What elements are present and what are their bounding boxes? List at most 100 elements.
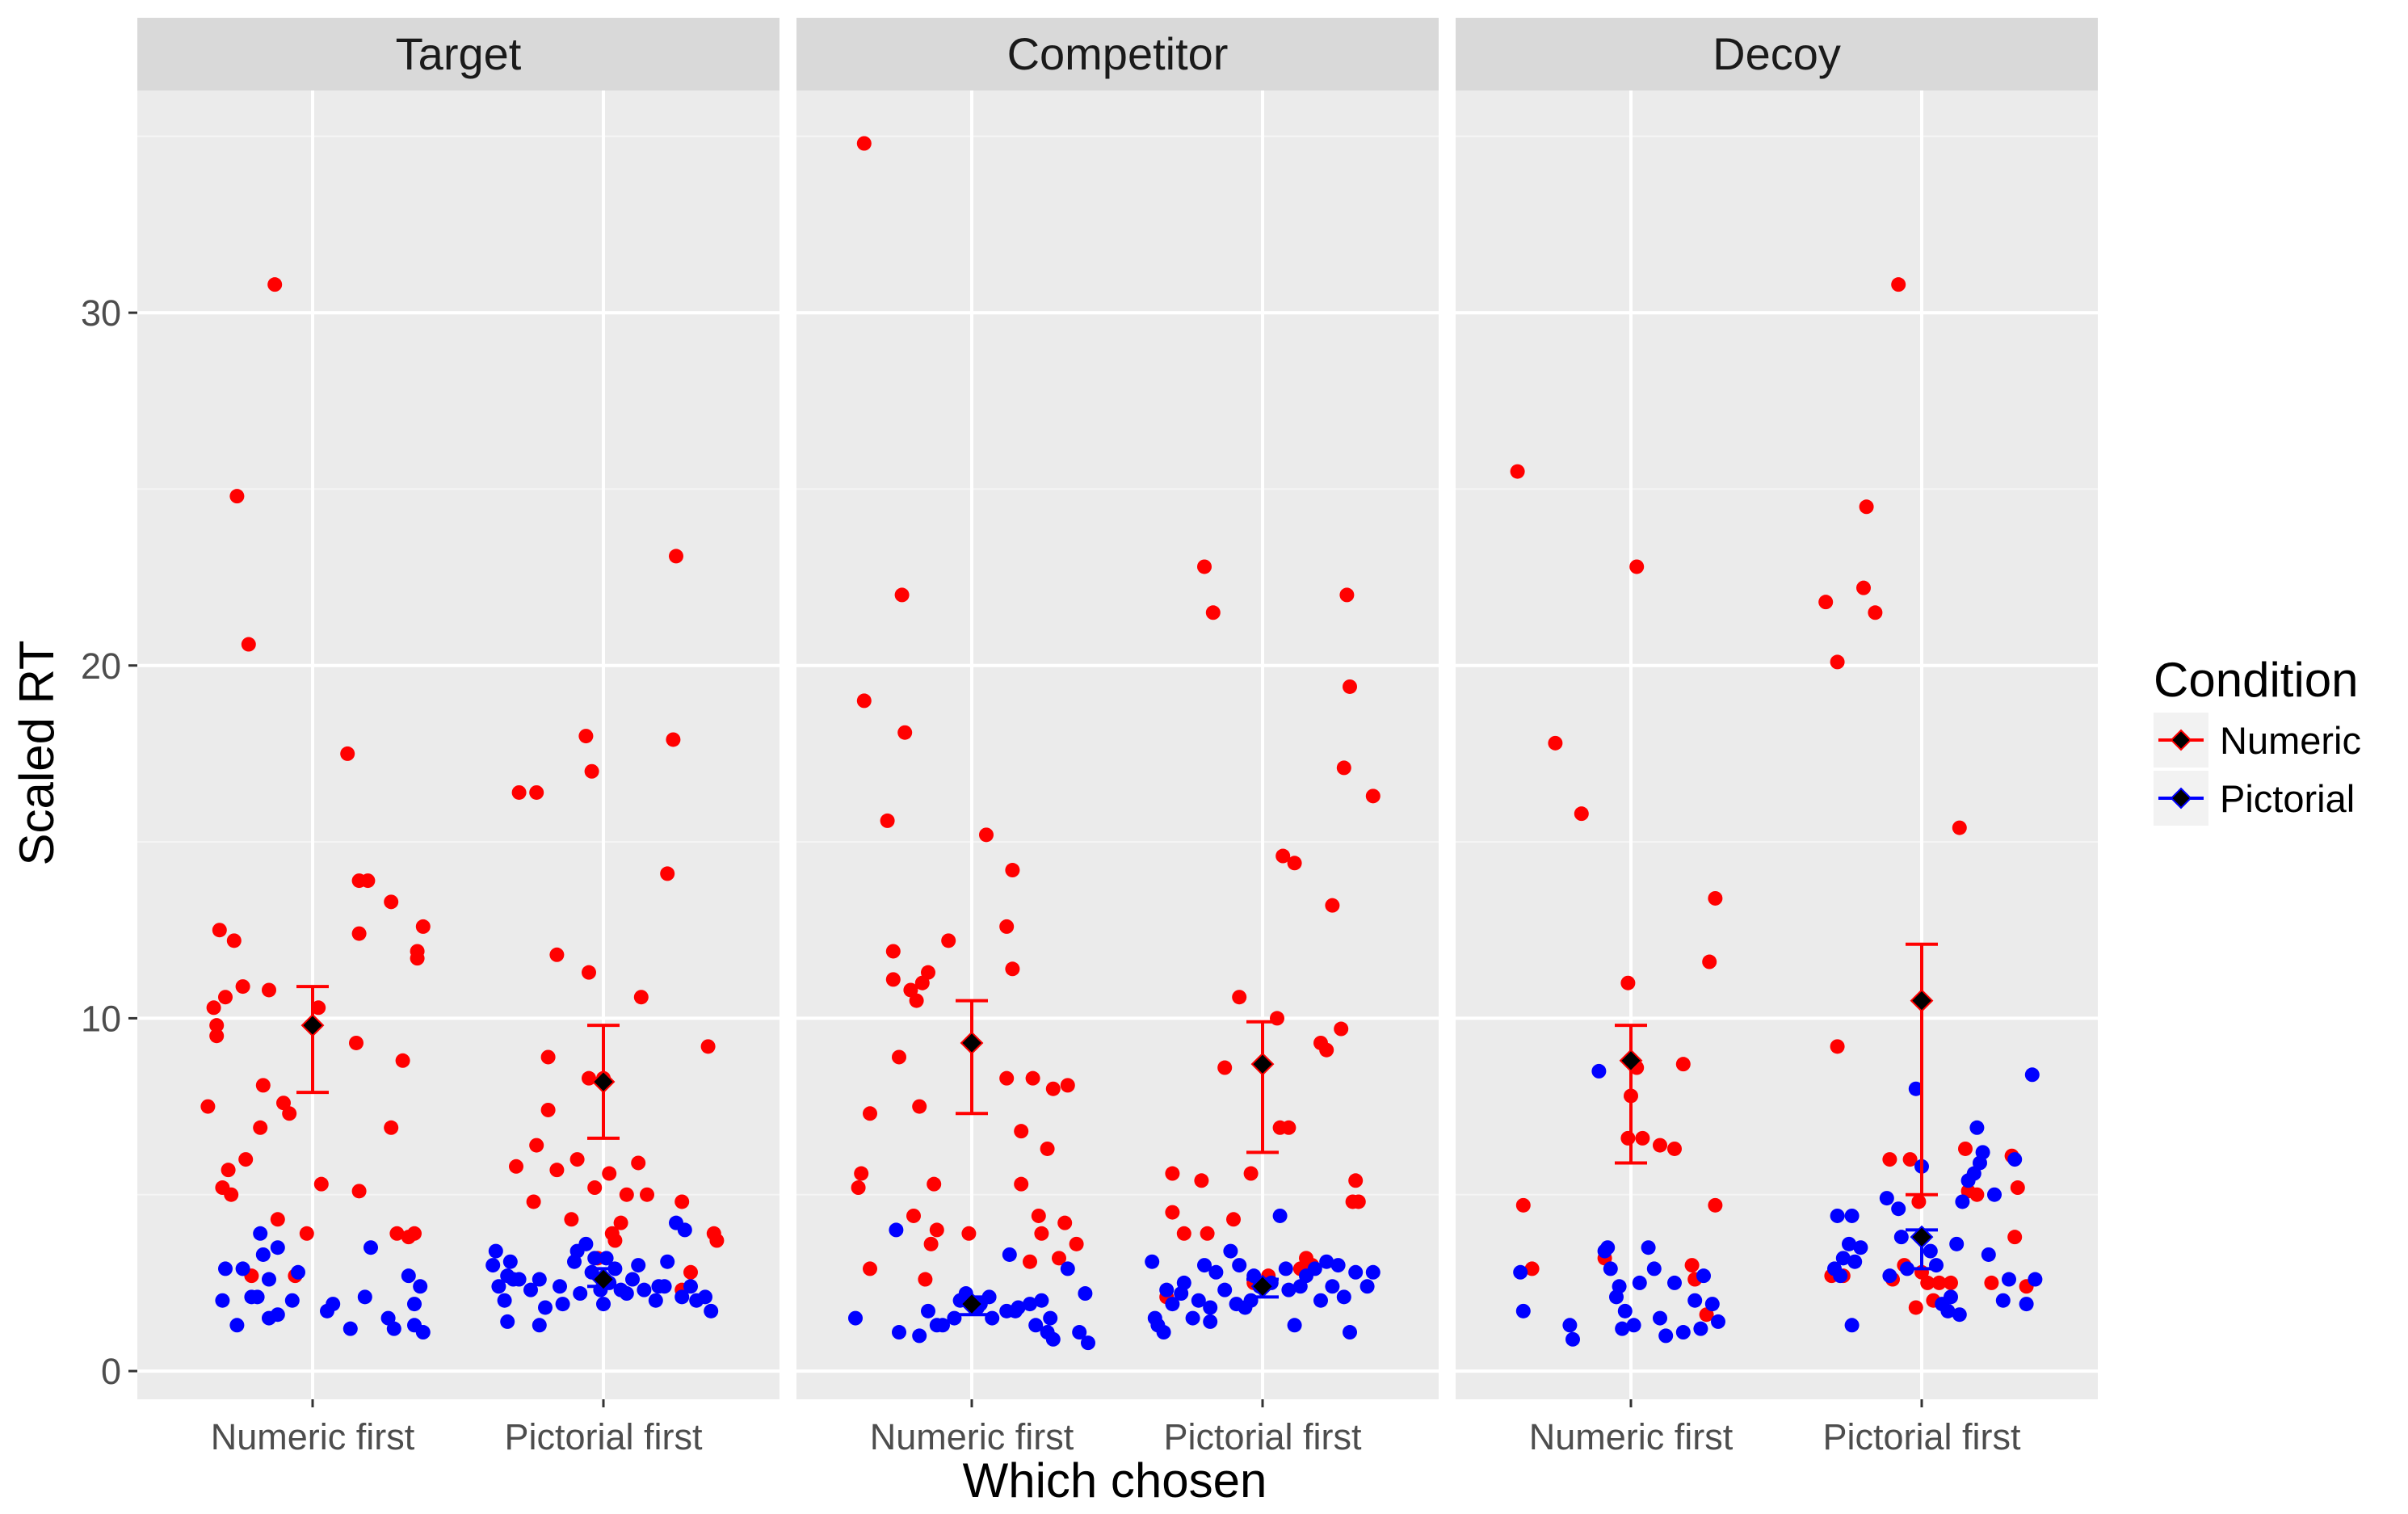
data-point-pictorial (270, 1240, 285, 1255)
data-point-pictorial (415, 1325, 431, 1340)
data-point-pictorial (683, 1279, 698, 1294)
data-point-pictorial (1203, 1300, 1218, 1315)
data-point-numeric (906, 1208, 921, 1223)
data-point-pictorial (1626, 1318, 1641, 1333)
data-point-numeric (1005, 863, 1020, 878)
data-point-numeric (2007, 1230, 2023, 1245)
data-point-pictorial (1658, 1328, 1674, 1344)
data-point-numeric (700, 1039, 716, 1054)
data-point-pictorial (1940, 1303, 1956, 1318)
x-tick-label: Numeric first (1529, 1416, 1734, 1457)
data-point-pictorial (1281, 1282, 1296, 1297)
data-point-numeric (892, 1049, 906, 1065)
data-point-numeric (1325, 898, 1340, 913)
group-pictorial-first (485, 549, 725, 1333)
data-point-pictorial (1325, 1279, 1340, 1294)
data-point-pictorial (553, 1279, 567, 1294)
data-point-numeric (226, 933, 242, 948)
data-point-numeric (384, 1120, 399, 1135)
data-point-numeric (221, 1163, 236, 1178)
data-point-pictorial (1002, 1247, 1017, 1262)
data-point-numeric (235, 979, 250, 995)
data-point-numeric (1165, 1166, 1180, 1181)
data-point-numeric (851, 1180, 866, 1196)
data-point-pictorial (677, 1222, 692, 1238)
data-point-numeric (674, 1194, 690, 1209)
data-point-pictorial (1203, 1314, 1218, 1329)
data-point-pictorial (1853, 1240, 1868, 1255)
data-point-numeric (549, 1163, 565, 1178)
data-point-pictorial (1847, 1254, 1863, 1269)
data-point-numeric (918, 1272, 933, 1287)
data-point-numeric (509, 1159, 523, 1174)
facet-strip-label: Competitor (1007, 28, 1229, 79)
data-point-numeric (2010, 1180, 2025, 1196)
data-point-pictorial (596, 1297, 611, 1312)
data-point-pictorial (1600, 1240, 1616, 1255)
data-point-numeric (241, 637, 256, 652)
data-point-numeric (349, 1035, 364, 1050)
data-point-numeric (666, 732, 681, 747)
data-point-numeric (511, 784, 527, 800)
data-point-pictorial (1043, 1310, 1058, 1326)
data-point-numeric (1515, 1197, 1531, 1213)
data-point-numeric (1348, 1173, 1364, 1188)
data-point-numeric (1069, 1236, 1084, 1251)
data-point-numeric (1548, 735, 1563, 751)
data-point-pictorial (921, 1303, 935, 1318)
data-point-numeric (209, 1028, 225, 1044)
x-tick-label: Pictorial first (504, 1416, 703, 1457)
facet-target: Target Numeric first Pictorial first (137, 18, 780, 1457)
data-point-pictorial (1313, 1293, 1328, 1308)
data-point-numeric (921, 965, 935, 980)
data-point-pictorial (342, 1321, 358, 1336)
data-point-numeric (1708, 890, 1723, 906)
data-point-pictorial (1944, 1289, 1958, 1305)
data-point-numeric (540, 1102, 556, 1117)
data-point-pictorial (1272, 1208, 1288, 1223)
data-point-pictorial (1565, 1331, 1580, 1347)
data-point-pictorial (1653, 1310, 1667, 1326)
data-point-pictorial (284, 1293, 300, 1308)
data-point-numeric (206, 1000, 221, 1016)
data-point-pictorial (981, 1289, 997, 1305)
mean-marker-numeric (591, 1070, 616, 1094)
data-point-pictorial (1591, 1063, 1607, 1079)
legend-label: Numeric (2220, 719, 2361, 762)
data-point-numeric (1699, 1307, 1714, 1323)
mean-marker-numeric (1910, 989, 1934, 1012)
data-point-pictorial (1223, 1243, 1238, 1259)
data-point-numeric (1287, 856, 1302, 871)
data-point-numeric (540, 1049, 556, 1065)
data-point-numeric (602, 1166, 617, 1181)
data-point-pictorial (1217, 1282, 1233, 1297)
data-point-pictorial (1292, 1279, 1308, 1294)
data-point-numeric (1023, 1254, 1037, 1269)
facet-competitor: Competitor Numeric first Pictorial first (796, 18, 1439, 1457)
data-point-pictorial (1955, 1194, 1970, 1209)
data-point-numeric (1226, 1212, 1241, 1227)
data-point-numeric (582, 965, 596, 980)
legend: Condition Numeric Pictorial (2154, 653, 2361, 826)
data-point-numeric (1635, 1130, 1650, 1146)
data-point-pictorial (1667, 1275, 1682, 1290)
data-point-pictorial (1081, 1335, 1095, 1351)
data-point-pictorial (648, 1293, 663, 1308)
data-point-numeric (709, 1233, 725, 1248)
data-point-numeric (1882, 1152, 1897, 1167)
mean-marker-numeric (960, 1031, 984, 1055)
data-point-pictorial (1562, 1318, 1578, 1333)
data-point-numeric (640, 1187, 654, 1202)
data-point-pictorial (523, 1282, 538, 1297)
data-point-numeric (885, 972, 901, 987)
data-point-pictorial (1969, 1120, 1985, 1135)
data-point-numeric (564, 1212, 579, 1227)
data-point-numeric (238, 1152, 254, 1167)
data-point-pictorial (326, 1297, 341, 1312)
data-point-numeric (360, 873, 376, 889)
data-point-pictorial (1975, 1145, 1990, 1160)
data-point-numeric (1891, 277, 1906, 292)
data-point-pictorial (935, 1318, 950, 1333)
data-point-numeric (1708, 1197, 1723, 1213)
data-point-pictorial (578, 1236, 594, 1251)
